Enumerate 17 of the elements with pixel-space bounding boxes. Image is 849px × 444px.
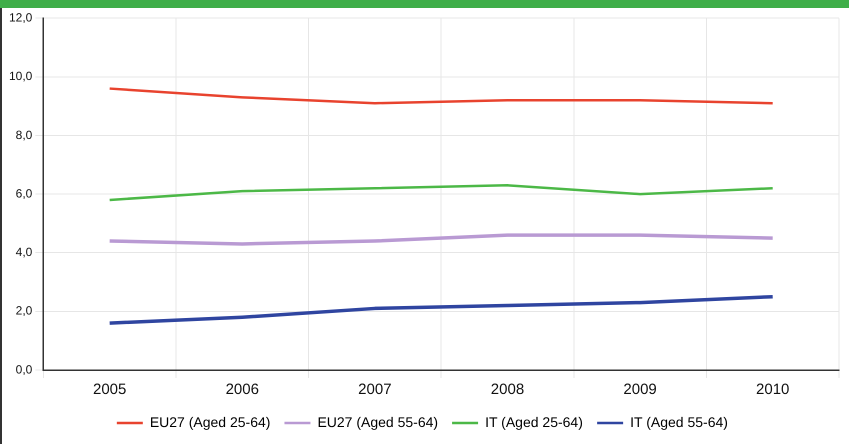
- y-tick-label: 0,0: [16, 362, 33, 376]
- y-tick-label: 12,0: [8, 10, 33, 25]
- x-tick-label: 2007: [358, 381, 392, 398]
- legend-label: EU27 (Aged 25-64): [150, 414, 270, 430]
- x-tick-label: 2006: [226, 381, 259, 398]
- x-tick-label: 2005: [92, 381, 126, 398]
- legend-label: IT (Aged 55-64): [630, 414, 728, 430]
- y-tick-label: 2,0: [16, 304, 33, 318]
- y-tick-label: 8,0: [16, 128, 33, 142]
- x-tick-label: 2009: [623, 381, 657, 398]
- legend-label: EU27 (Aged 55-64): [317, 414, 438, 430]
- y-tick-label: 4,0: [16, 245, 33, 260]
- y-tick-label: 6,0: [16, 186, 33, 200]
- x-tick-label: 2010: [756, 381, 790, 398]
- legend-label: IT (Aged 25-64): [485, 414, 583, 430]
- x-tick-label: 2008: [490, 381, 524, 398]
- y-tick-label: 10,0: [8, 69, 33, 84]
